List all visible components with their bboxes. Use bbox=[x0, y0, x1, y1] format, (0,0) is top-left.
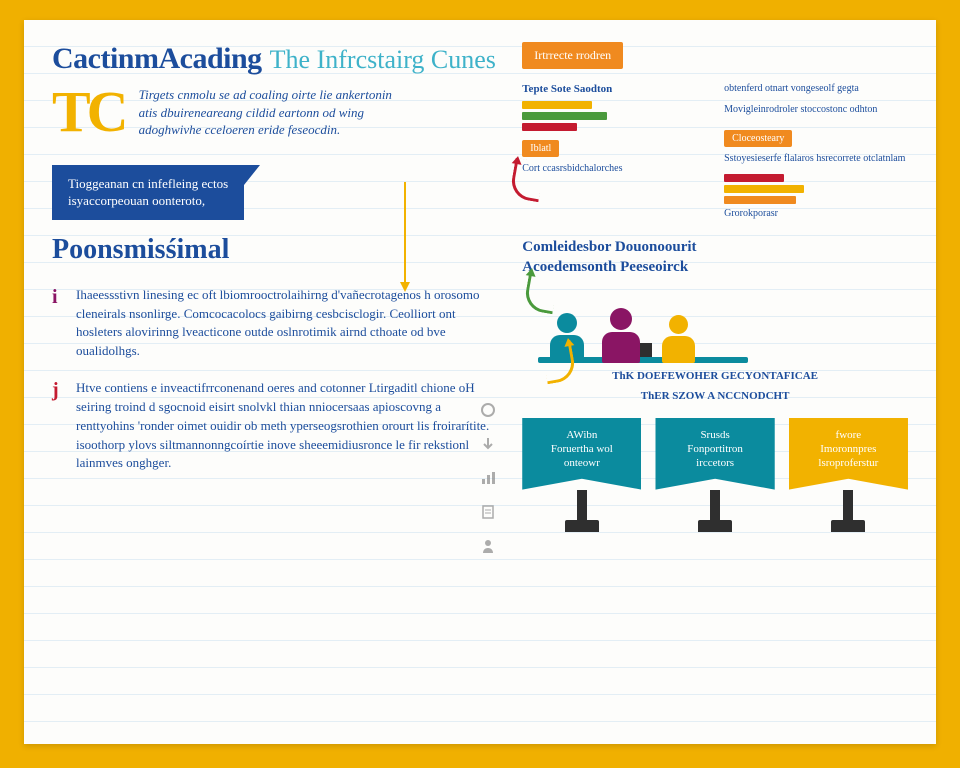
signpost-line: Foruertha wol bbox=[530, 442, 633, 456]
bullet-2-marker: j bbox=[52, 379, 66, 473]
people-illustration bbox=[522, 283, 908, 363]
title-sub: The Infrcstairg Cunes bbox=[270, 45, 496, 75]
bar bbox=[724, 174, 784, 182]
signpost-line: irccetors bbox=[663, 456, 766, 470]
bar bbox=[724, 185, 804, 193]
bullet-2: j Htve contiens e inveactifrrconenand oe… bbox=[52, 379, 496, 473]
person-icon bbox=[602, 308, 639, 363]
bullet-1: i Ihaeessstivn linesing ec oft lbiomrooc… bbox=[52, 286, 496, 361]
circle-icon bbox=[480, 402, 496, 418]
chart-right-cap-1: obtenferd otnart vongeseolf gegta bbox=[724, 83, 908, 96]
bar bbox=[522, 123, 577, 131]
doc-icon bbox=[480, 504, 496, 520]
signposts-row: AWibnForuertha wolonteowrSrusdsFonportit… bbox=[522, 418, 908, 532]
ribbon-line-2: isyaccorpeouan oonteroto, bbox=[68, 192, 228, 210]
banner-line-1: ThK DOEFEWOHER GECYONTAFICAE bbox=[522, 369, 908, 383]
signpost: fworeImoronnpreslsroproferstur bbox=[789, 418, 908, 532]
bar bbox=[522, 112, 607, 120]
chart-left-tag: Iblatl bbox=[522, 140, 559, 157]
ribbon-line-1: Tioggeanan cn infefleing ectos bbox=[68, 175, 228, 193]
connector-line bbox=[404, 182, 406, 282]
bullets: i Ihaeessstivn linesing ec oft lbiomrooc… bbox=[52, 286, 496, 474]
section-title: Poonsmisśimal bbox=[52, 234, 496, 266]
chart-right-cap-2: Movigleinrodroler stoccostonc odhton bbox=[724, 104, 908, 117]
signpost: SrusdsFonportitronirccetors bbox=[655, 418, 774, 532]
chart-right-caption-2: Sstoyesieserfe flalaros hsrecorrete otcl… bbox=[724, 153, 908, 166]
signpost-line: Srusds bbox=[663, 428, 766, 442]
chart-right-footer: Grorokporasr bbox=[724, 208, 908, 221]
bar bbox=[724, 196, 796, 204]
callout-line-1: Comleidesbor Douonoourit bbox=[522, 238, 908, 258]
bullet-1-text: Ihaeessstivn linesing ec oft lbiomrooctr… bbox=[76, 286, 496, 361]
intro-text: Tirgets cnmolu se ad coaling oirte lie a… bbox=[139, 86, 399, 139]
person-icon bbox=[662, 315, 694, 363]
tc-block: TC Tirgets cnmolu se ad coaling oirte li… bbox=[52, 86, 496, 139]
chart-left-caption: Cort ccasrsbidchalorches bbox=[522, 163, 706, 176]
signpost-line: AWibn bbox=[530, 428, 633, 442]
banner-line-2: ThER SZOW A NCCNODCHT bbox=[522, 389, 908, 403]
title-main: CactinmAcading bbox=[52, 42, 262, 76]
signpost-line: onteowr bbox=[530, 456, 633, 470]
chart-left-title: Tepte Sote Saodton bbox=[522, 83, 706, 95]
signpost-line: lsroproferstur bbox=[797, 456, 900, 470]
top-pill-button[interactable]: Irtrrecte rrodren bbox=[522, 42, 623, 69]
signpost: AWibnForuertha wolonteowr bbox=[522, 418, 641, 532]
chart-right-bars bbox=[724, 174, 908, 204]
title-row: CactinmAcading The Infrcstairg Cunes bbox=[52, 42, 496, 76]
arrow-down-icon bbox=[480, 436, 496, 452]
person-icon bbox=[480, 538, 496, 554]
icon-column bbox=[480, 402, 496, 554]
chart-right-tag: Cloceosteary bbox=[724, 130, 792, 147]
callout-line-2: Acoedemsonth Peeseoirck bbox=[522, 258, 908, 278]
chart-card-right: obtenferd otnart vongeseolf gegta Movigl… bbox=[724, 83, 908, 228]
chart-left-bars bbox=[522, 101, 706, 131]
signpost-line: Fonportitron bbox=[663, 442, 766, 456]
signpost-line: Imoronnpres bbox=[797, 442, 900, 456]
connector-arrowhead bbox=[400, 282, 410, 292]
left-column: CactinmAcading The Infrcstairg Cunes TC … bbox=[52, 42, 514, 722]
chart-sets: Tepte Sote Saodton Iblatl Cort ccasrsbid… bbox=[522, 83, 908, 228]
callout-heading: Comleidesbor Douonoourit Acoedemsonth Pe… bbox=[522, 238, 908, 277]
bullet-2-text: Htve contiens e inveactifrrconenand oere… bbox=[76, 379, 496, 473]
ribbon-banner: Tioggeanan cn infefleing ectos isyaccorp… bbox=[52, 165, 244, 220]
signpost-line: fwore bbox=[797, 428, 900, 442]
bar bbox=[522, 101, 592, 109]
bullet-1-marker: i bbox=[52, 286, 66, 361]
chart-card-left: Tepte Sote Saodton Iblatl Cort ccasrsbid… bbox=[522, 83, 706, 228]
tc-logo: TC bbox=[52, 86, 125, 139]
right-column: Irtrrecte rrodren Tepte Sote Saodton Ibl… bbox=[514, 42, 908, 722]
bars-icon bbox=[480, 470, 496, 486]
